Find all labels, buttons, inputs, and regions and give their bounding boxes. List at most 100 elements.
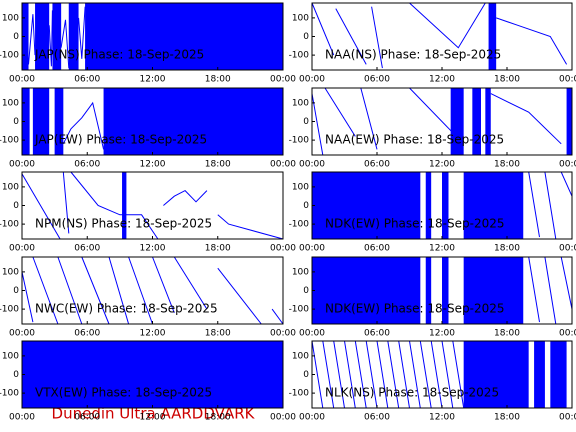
phase-fill xyxy=(312,257,421,324)
x-tick-label: 18:00 xyxy=(205,244,231,254)
phase-line xyxy=(21,171,284,240)
y-tick-label: 100 xyxy=(292,98,309,108)
phase-fill xyxy=(22,3,29,70)
x-tick-label: 12:00 xyxy=(429,413,455,423)
phase-fill xyxy=(425,257,432,324)
phase-fill xyxy=(550,341,567,408)
x-tick-label: 06:00 xyxy=(364,244,390,254)
x-tick-label: 06:00 xyxy=(74,244,100,254)
x-tick-label: 00:00 xyxy=(559,160,576,170)
phase-fill xyxy=(463,341,529,408)
panel-title: NWC(EW) Phase: 18-Sep-2025 xyxy=(35,302,218,316)
x-tick-label: 12:00 xyxy=(140,244,166,254)
y-tick-label: 0 xyxy=(13,117,19,127)
phase-fill xyxy=(485,88,491,155)
y-tick-label: 0 xyxy=(13,370,19,380)
x-tick-label: 00:00 xyxy=(9,329,35,339)
y-tick-label: 100 xyxy=(2,267,19,277)
y-tick-label: 100 xyxy=(292,351,309,361)
x-tick-label: 06:00 xyxy=(364,160,390,170)
y-tick-label: -100 xyxy=(0,136,19,146)
panel-title: NLK(NS) Phase: 18-Sep-2025 xyxy=(325,386,499,400)
phase-line xyxy=(528,171,573,240)
x-tick-label: 00:00 xyxy=(270,75,296,85)
y-tick-label: -100 xyxy=(0,51,19,61)
x-tick-label: 18:00 xyxy=(205,329,231,339)
panel-title: NDK(EW) Phase: 18-Sep-2025 xyxy=(325,302,504,316)
x-tick-label: 18:00 xyxy=(205,75,231,85)
phase-fill xyxy=(52,3,62,70)
x-tick-label: 06:00 xyxy=(364,329,390,339)
phase-fill xyxy=(566,88,572,155)
x-tick-label: 12:00 xyxy=(140,160,166,170)
x-tick-label: 00:00 xyxy=(9,160,35,170)
x-tick-label: 00:00 xyxy=(559,413,576,423)
y-tick-label: -100 xyxy=(0,389,19,399)
phase-fill xyxy=(312,172,421,239)
x-tick-label: 00:00 xyxy=(9,244,35,254)
x-tick-label: 18:00 xyxy=(205,160,231,170)
phase-fill xyxy=(68,3,79,70)
phase-fill xyxy=(442,257,449,324)
x-tick-label: 00:00 xyxy=(559,244,576,254)
x-tick-label: 12:00 xyxy=(140,329,166,339)
phase-fill xyxy=(463,172,524,239)
y-tick-label: -100 xyxy=(0,220,19,230)
x-tick-label: 18:00 xyxy=(494,75,520,85)
phase-fill xyxy=(22,341,283,408)
x-tick-label: 00:00 xyxy=(299,329,325,339)
phase-fill xyxy=(442,172,449,239)
x-tick-label: 06:00 xyxy=(74,413,100,423)
x-tick-label: 00:00 xyxy=(9,75,35,85)
x-tick-label: 12:00 xyxy=(429,160,455,170)
y-tick-label: -100 xyxy=(289,389,310,399)
y-tick-label: 0 xyxy=(13,286,19,296)
phase-line xyxy=(528,256,573,325)
x-tick-label: 06:00 xyxy=(74,160,100,170)
x-tick-label: 00:00 xyxy=(270,160,296,170)
x-tick-label: 00:00 xyxy=(270,244,296,254)
phase-fill xyxy=(488,3,497,70)
phase-fill xyxy=(463,257,524,324)
x-tick-label: 12:00 xyxy=(429,75,455,85)
y-tick-label: -100 xyxy=(0,305,19,315)
x-tick-label: 18:00 xyxy=(494,160,520,170)
phase-fill xyxy=(534,341,545,408)
y-tick-label: 100 xyxy=(292,13,309,23)
phase-line xyxy=(311,2,568,69)
phase-fill xyxy=(103,88,283,155)
phase-fill xyxy=(425,172,432,239)
x-tick-label: 18:00 xyxy=(205,413,231,423)
x-tick-label: 00:00 xyxy=(559,329,576,339)
phase-line xyxy=(62,101,105,150)
y-tick-label: 0 xyxy=(303,370,309,380)
footer: Dunedin Ultra AARDDVARK xyxy=(52,405,256,423)
x-tick-label: 18:00 xyxy=(494,329,520,339)
y-tick-label: 0 xyxy=(13,201,19,211)
x-tick-label: 00:00 xyxy=(9,413,35,423)
x-tick-label: 00:00 xyxy=(299,413,325,423)
x-tick-label: 00:00 xyxy=(270,329,296,339)
y-tick-label: 100 xyxy=(2,98,19,108)
phase-fill xyxy=(32,88,50,155)
x-tick-label: 06:00 xyxy=(364,413,390,423)
phase-line xyxy=(28,6,86,69)
y-tick-label: 100 xyxy=(2,351,19,361)
phase-fill xyxy=(472,88,481,155)
panel-title: NAA(EW) Phase: 18-Sep-2025 xyxy=(325,133,504,147)
panel-title: NAA(NS) Phase: 18-Sep-2025 xyxy=(325,48,501,62)
x-tick-label: 06:00 xyxy=(74,329,100,339)
phase-line xyxy=(21,256,284,325)
x-tick-label: 00:00 xyxy=(299,244,325,254)
y-tick-label: -100 xyxy=(289,136,310,146)
y-tick-label: 0 xyxy=(303,286,309,296)
phase-fill xyxy=(54,88,64,155)
y-tick-label: -100 xyxy=(289,220,310,230)
y-tick-label: 0 xyxy=(303,32,309,42)
y-tick-label: 100 xyxy=(2,13,19,23)
phase-fill xyxy=(122,172,127,239)
x-tick-label: 12:00 xyxy=(429,244,455,254)
phase-line xyxy=(311,340,465,409)
x-tick-label: 18:00 xyxy=(494,413,520,423)
panel-title: NPM(NS) Phase: 18-Sep-2025 xyxy=(35,217,212,231)
